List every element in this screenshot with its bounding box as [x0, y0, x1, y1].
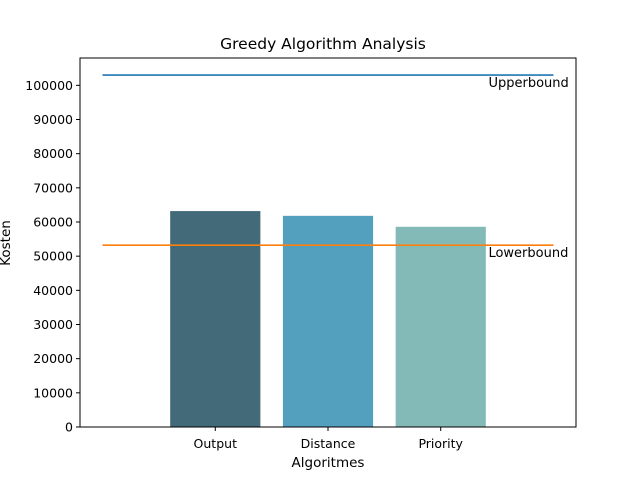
reference-lines-group: Upperbound Lowerbound: [102, 74, 569, 261]
x-tick-label-distance: Distance: [301, 436, 356, 451]
y-axis-label: Kosten: [0, 220, 14, 266]
x-axis-label: Algoritmes: [292, 455, 365, 471]
chart-title: Greedy Algorithm Analysis: [220, 35, 426, 53]
y-tick-label: 30000: [33, 317, 73, 332]
x-axis: Output Distance Priority: [194, 427, 464, 451]
upperbound-label: Upperbound: [488, 76, 568, 91]
y-tick-label: 10000: [33, 385, 73, 400]
lowerbound-label: Lowerbound: [488, 246, 568, 261]
y-tick-label: 80000: [33, 146, 73, 161]
y-tick-label: 0: [65, 420, 73, 435]
y-tick-label: 60000: [33, 215, 73, 230]
y-axis: 0 10000 20000 30000 40000 50000 60000 70000 8000…: [25, 78, 80, 435]
bars-group: [170, 211, 486, 427]
y-tick-label: 70000: [33, 180, 73, 195]
y-tick-label: 100000: [25, 78, 73, 93]
x-tick-label-output: Output: [194, 436, 238, 451]
y-tick-label: 20000: [33, 351, 73, 366]
x-tick-label-priority: Priority: [418, 436, 463, 451]
bar-distance: [282, 215, 374, 427]
bar-priority: [395, 226, 486, 427]
y-tick-label: 40000: [33, 283, 73, 298]
y-tick-label: 90000: [33, 112, 73, 127]
y-tick-label: 50000: [33, 249, 73, 264]
bar-output: [170, 211, 261, 427]
